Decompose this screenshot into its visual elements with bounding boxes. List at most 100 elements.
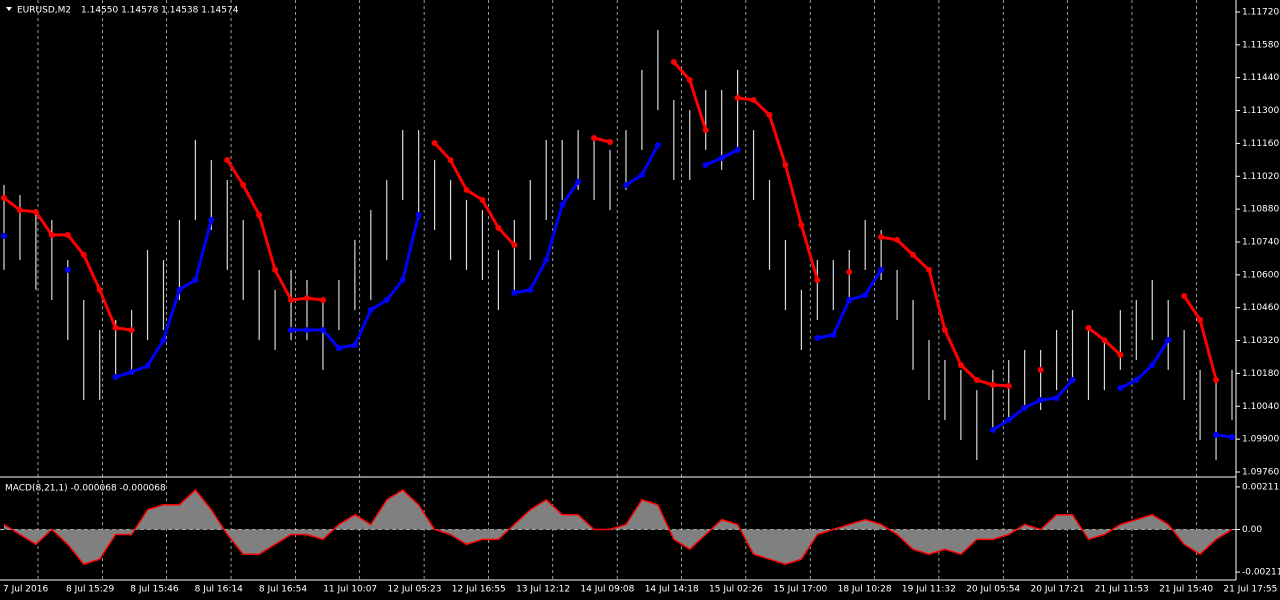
indicator-dot xyxy=(941,327,948,334)
y-tick-label: 1.11440 xyxy=(1242,73,1279,83)
indicator-dot xyxy=(383,296,390,303)
indicator-dot xyxy=(399,277,406,284)
indicator-dot xyxy=(814,277,821,284)
indicator-dot xyxy=(128,327,135,334)
indicator-dot xyxy=(511,242,518,249)
y-tick-label: 1.11160 xyxy=(1242,139,1279,149)
indicator-dot xyxy=(272,266,279,273)
indicator-dot xyxy=(1,232,7,239)
x-tick-label: 8 Jul 16:14 xyxy=(195,585,244,595)
indicator-dot xyxy=(782,162,789,169)
indicator-dot xyxy=(1213,377,1220,384)
indicator-dot xyxy=(256,211,263,218)
indicator-dot xyxy=(654,142,661,149)
indicator-dot xyxy=(1005,416,1012,423)
indicator-dot xyxy=(16,207,23,214)
indicator-dot xyxy=(1117,351,1124,358)
indicator-dot xyxy=(431,139,438,146)
indicator-dot xyxy=(1197,316,1204,323)
indicator-dot xyxy=(351,342,358,349)
indicator-dot xyxy=(925,266,932,273)
indicator-dot xyxy=(1117,384,1124,391)
indicator-dot xyxy=(1085,324,1092,331)
y-tick-label: 1.11720 xyxy=(1242,7,1279,17)
indicator-dot xyxy=(240,181,247,188)
x-tick-label: 19 Jul 11:32 xyxy=(902,585,956,595)
indicator-dot xyxy=(607,139,614,146)
y-tick-label: 1.11580 xyxy=(1242,40,1279,50)
x-tick-label: 21 Jul 15:40 xyxy=(1159,585,1213,595)
macd-line xyxy=(3,488,1233,566)
indicator-dot xyxy=(1069,377,1076,384)
indicator-dot xyxy=(814,334,821,341)
indicator-dot xyxy=(575,178,582,185)
x-tick-label: 21 Jul 11:53 xyxy=(1095,585,1149,595)
x-tick-label: 13 Jul 12:12 xyxy=(516,585,570,595)
y-tick-label: 1.11020 xyxy=(1242,172,1279,182)
indicator-dot xyxy=(1149,361,1156,368)
indicator-dot xyxy=(1165,337,1172,344)
indicator-dot xyxy=(1021,404,1028,411)
indicator-dot xyxy=(144,362,151,369)
indicator-dot xyxy=(208,216,215,223)
indicator-dot xyxy=(319,296,326,303)
y-tick-label: 0.00 xyxy=(1242,525,1262,535)
indicator-dot xyxy=(415,211,422,218)
macd-title: MACD(8,21,1) -0.000068 -0.000068 xyxy=(5,484,166,494)
indicator-dot xyxy=(319,327,326,334)
indicator-dot xyxy=(224,157,231,164)
indicator-dot xyxy=(1053,395,1060,402)
x-tick-label: 8 Jul 15:46 xyxy=(130,585,179,595)
indicator-dot xyxy=(80,251,87,258)
indicator-dot xyxy=(734,94,741,101)
indicator-dot xyxy=(192,277,199,284)
y-tick-label: 1.10460 xyxy=(1242,303,1279,313)
indicator-dot xyxy=(878,234,885,241)
indicator-dot xyxy=(989,381,996,388)
x-tick-label: 12 Jul 16:55 xyxy=(452,585,506,595)
indicator-dot xyxy=(1133,377,1140,384)
indicator-dot xyxy=(112,324,119,331)
x-tick-label: 12 Jul 05:23 xyxy=(388,585,442,595)
indicator-dot xyxy=(686,77,693,84)
y-tick-label: 1.10880 xyxy=(1242,205,1279,215)
indicator-dot xyxy=(1,194,7,201)
indicator-dot xyxy=(447,157,454,164)
indicator-dot xyxy=(335,345,342,352)
x-tick-label: 20 Jul 05:54 xyxy=(966,585,1020,595)
indicator-dot xyxy=(128,369,135,376)
indicator-dot xyxy=(989,426,996,433)
indicator-dot xyxy=(479,196,486,203)
indicator-dot xyxy=(622,181,629,188)
indicator-dot xyxy=(878,266,885,273)
indicator-dot xyxy=(64,266,71,273)
indicator-dot xyxy=(1005,382,1012,389)
y-tick-label: 1.10040 xyxy=(1242,402,1279,412)
x-tick-label: 7 Jul 2016 xyxy=(3,585,48,595)
x-tick-label: 15 Jul 17:00 xyxy=(773,585,827,595)
indicator-dot xyxy=(1037,396,1044,403)
x-tick-label: 8 Jul 15:29 xyxy=(66,585,115,595)
indicator-dot xyxy=(894,236,901,243)
indicator-dot xyxy=(463,186,470,193)
indicator-dot xyxy=(367,307,374,314)
x-tick-label: 11 Jul 10:07 xyxy=(323,585,377,595)
y-tick-label: 1.10600 xyxy=(1242,270,1279,280)
indicator-dot xyxy=(559,201,566,208)
indicator-dot xyxy=(766,112,773,119)
indicator-dot xyxy=(798,222,805,229)
indicator-dot xyxy=(830,331,837,338)
indicator-dot xyxy=(1037,366,1044,373)
indicator-dot xyxy=(734,146,741,153)
indicator-dot xyxy=(750,96,757,103)
indicator-dot xyxy=(910,251,917,258)
indicator-dot xyxy=(846,269,853,276)
indicator-dot xyxy=(702,127,709,134)
y-tick-label: 0.002112 xyxy=(1242,482,1280,492)
x-tick-label: 21 Jul 17:55 xyxy=(1223,585,1277,595)
menu-arrow[interactable] xyxy=(6,7,12,11)
indicator-dot xyxy=(1101,337,1108,344)
indicator-dot xyxy=(511,289,518,296)
indicator-dot xyxy=(1229,434,1235,441)
x-tick-label: 14 Jul 14:18 xyxy=(645,585,699,595)
